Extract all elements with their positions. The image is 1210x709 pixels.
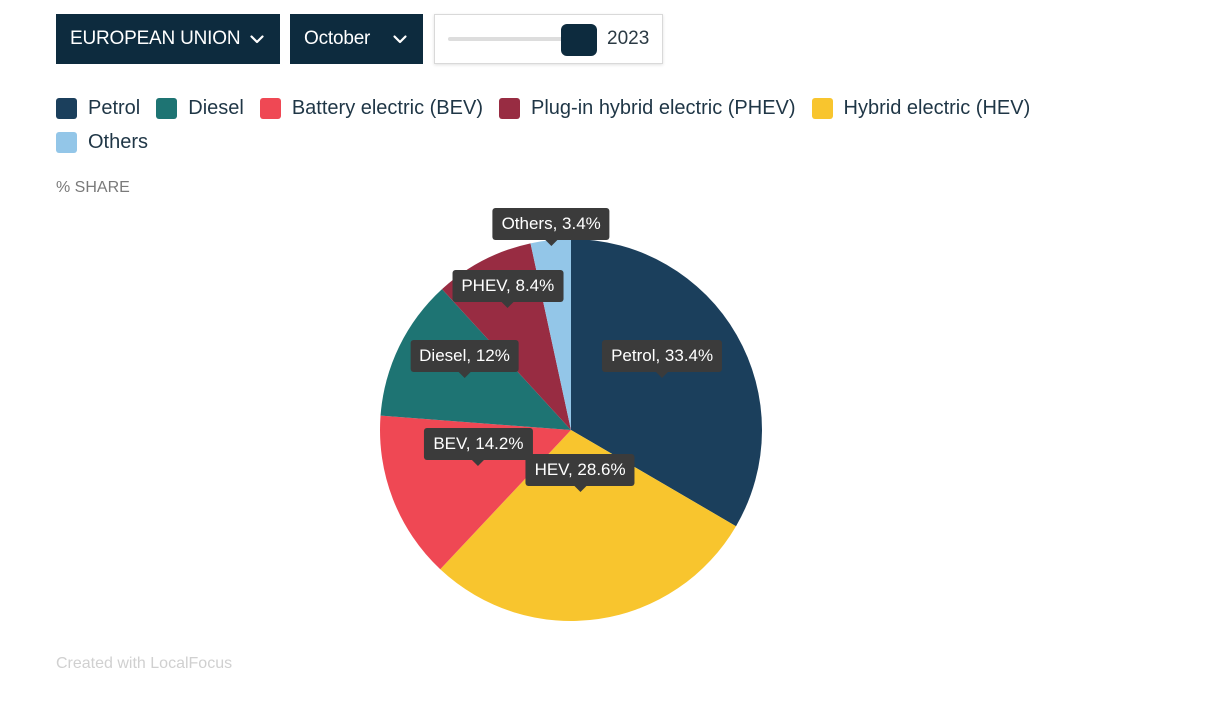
legend-item[interactable]: Petrol — [56, 96, 140, 120]
legend-item[interactable]: Hybrid electric (HEV) — [811, 96, 1031, 120]
pie-slice-hev[interactable] — [440, 430, 737, 621]
region-dropdown[interactable]: EUROPEAN UNION — [56, 14, 280, 64]
chart-legend: Petrol Diesel Battery electric (BEV) Plug-i… — [56, 96, 1096, 154]
year-slider[interactable]: 2023 — [434, 14, 663, 64]
slice-label-others: Others, 3.4% — [492, 207, 610, 246]
slice-label-hev: HEV, 28.6% — [525, 454, 635, 493]
month-dropdown-label: October — [304, 28, 371, 49]
legend-swatch — [259, 97, 281, 119]
legend-item[interactable]: Battery electric (BEV) — [259, 96, 483, 120]
month-dropdown[interactable]: October — [290, 14, 423, 64]
credit-text[interactable]: Created with LocalFocus — [56, 655, 233, 672]
slider-handle[interactable] — [561, 24, 597, 56]
legend-label: Plug-in hybrid electric (PHEV) — [531, 96, 796, 119]
region-dropdown-label: EUROPEAN UNION — [70, 28, 241, 49]
chevron-down-icon — [393, 35, 407, 44]
legend-item[interactable]: Diesel — [156, 96, 244, 120]
legend-swatch — [56, 131, 77, 153]
slice-label-diesel: Diesel, 12% — [410, 340, 519, 379]
legend-label: Battery electric (BEV) — [291, 96, 483, 119]
slice-label-bev: BEV, 14.2% — [424, 428, 533, 466]
slice-label-petrol: Petrol, 33.4% — [602, 339, 723, 378]
legend-swatch — [499, 97, 520, 119]
legend-label: Others — [88, 130, 149, 153]
chevron-down-icon — [250, 35, 264, 44]
legend-label: Diesel — [188, 96, 244, 119]
legend-item[interactable]: Plug-in hybrid electric (PHEV) — [499, 96, 796, 120]
year-value: 2023 — [607, 28, 650, 49]
legend-swatch — [56, 97, 77, 119]
legend-swatch — [811, 97, 833, 119]
legend-label: Petrol — [88, 96, 141, 119]
slice-label-phev: PHEV, 8.4% — [452, 269, 564, 308]
legend-swatch — [156, 97, 178, 119]
axis-label: % SHARE — [56, 179, 130, 196]
legend-item[interactable]: Others — [56, 130, 148, 154]
legend-label: Hybrid electric (HEV) — [843, 96, 1031, 119]
slider-track[interactable] — [448, 37, 574, 41]
